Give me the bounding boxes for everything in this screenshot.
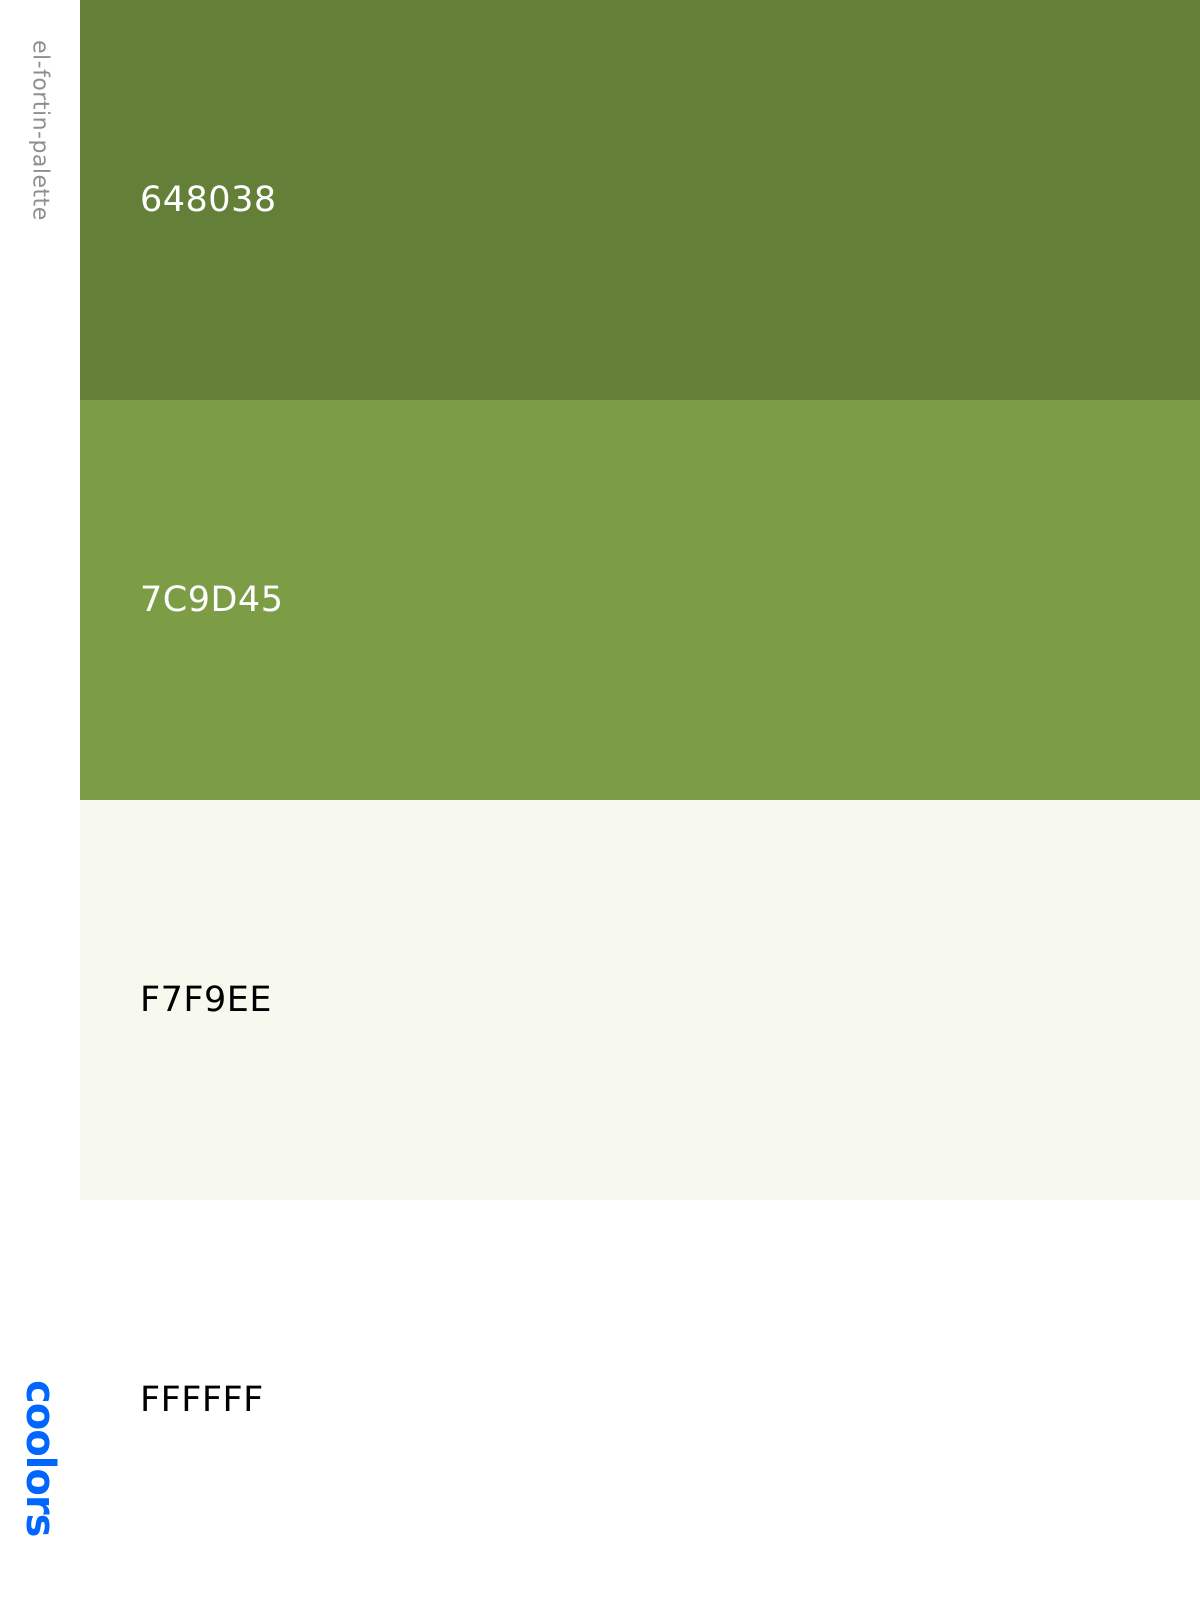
swatch-hex-code[interactable]: 7C9D45 [140, 580, 284, 620]
coolors-logo[interactable]: coolors [17, 1380, 63, 1537]
sidebar: el-fortin-palette coolors [0, 0, 80, 1600]
color-swatch[interactable]: F7F9EE [80, 800, 1200, 1200]
swatch-hex-code[interactable]: FFFFFF [140, 1380, 264, 1420]
color-swatch[interactable]: FFFFFF [80, 1200, 1200, 1600]
swatch-hex-code[interactable]: 648038 [140, 180, 277, 220]
color-swatch[interactable]: 7C9D45 [80, 400, 1200, 800]
swatch-list: 648038 7C9D45 F7F9EE FFFFFF [80, 0, 1200, 1600]
color-swatch[interactable]: 648038 [80, 0, 1200, 400]
palette-name: el-fortin-palette [27, 40, 53, 221]
swatch-hex-code[interactable]: F7F9EE [140, 980, 273, 1020]
